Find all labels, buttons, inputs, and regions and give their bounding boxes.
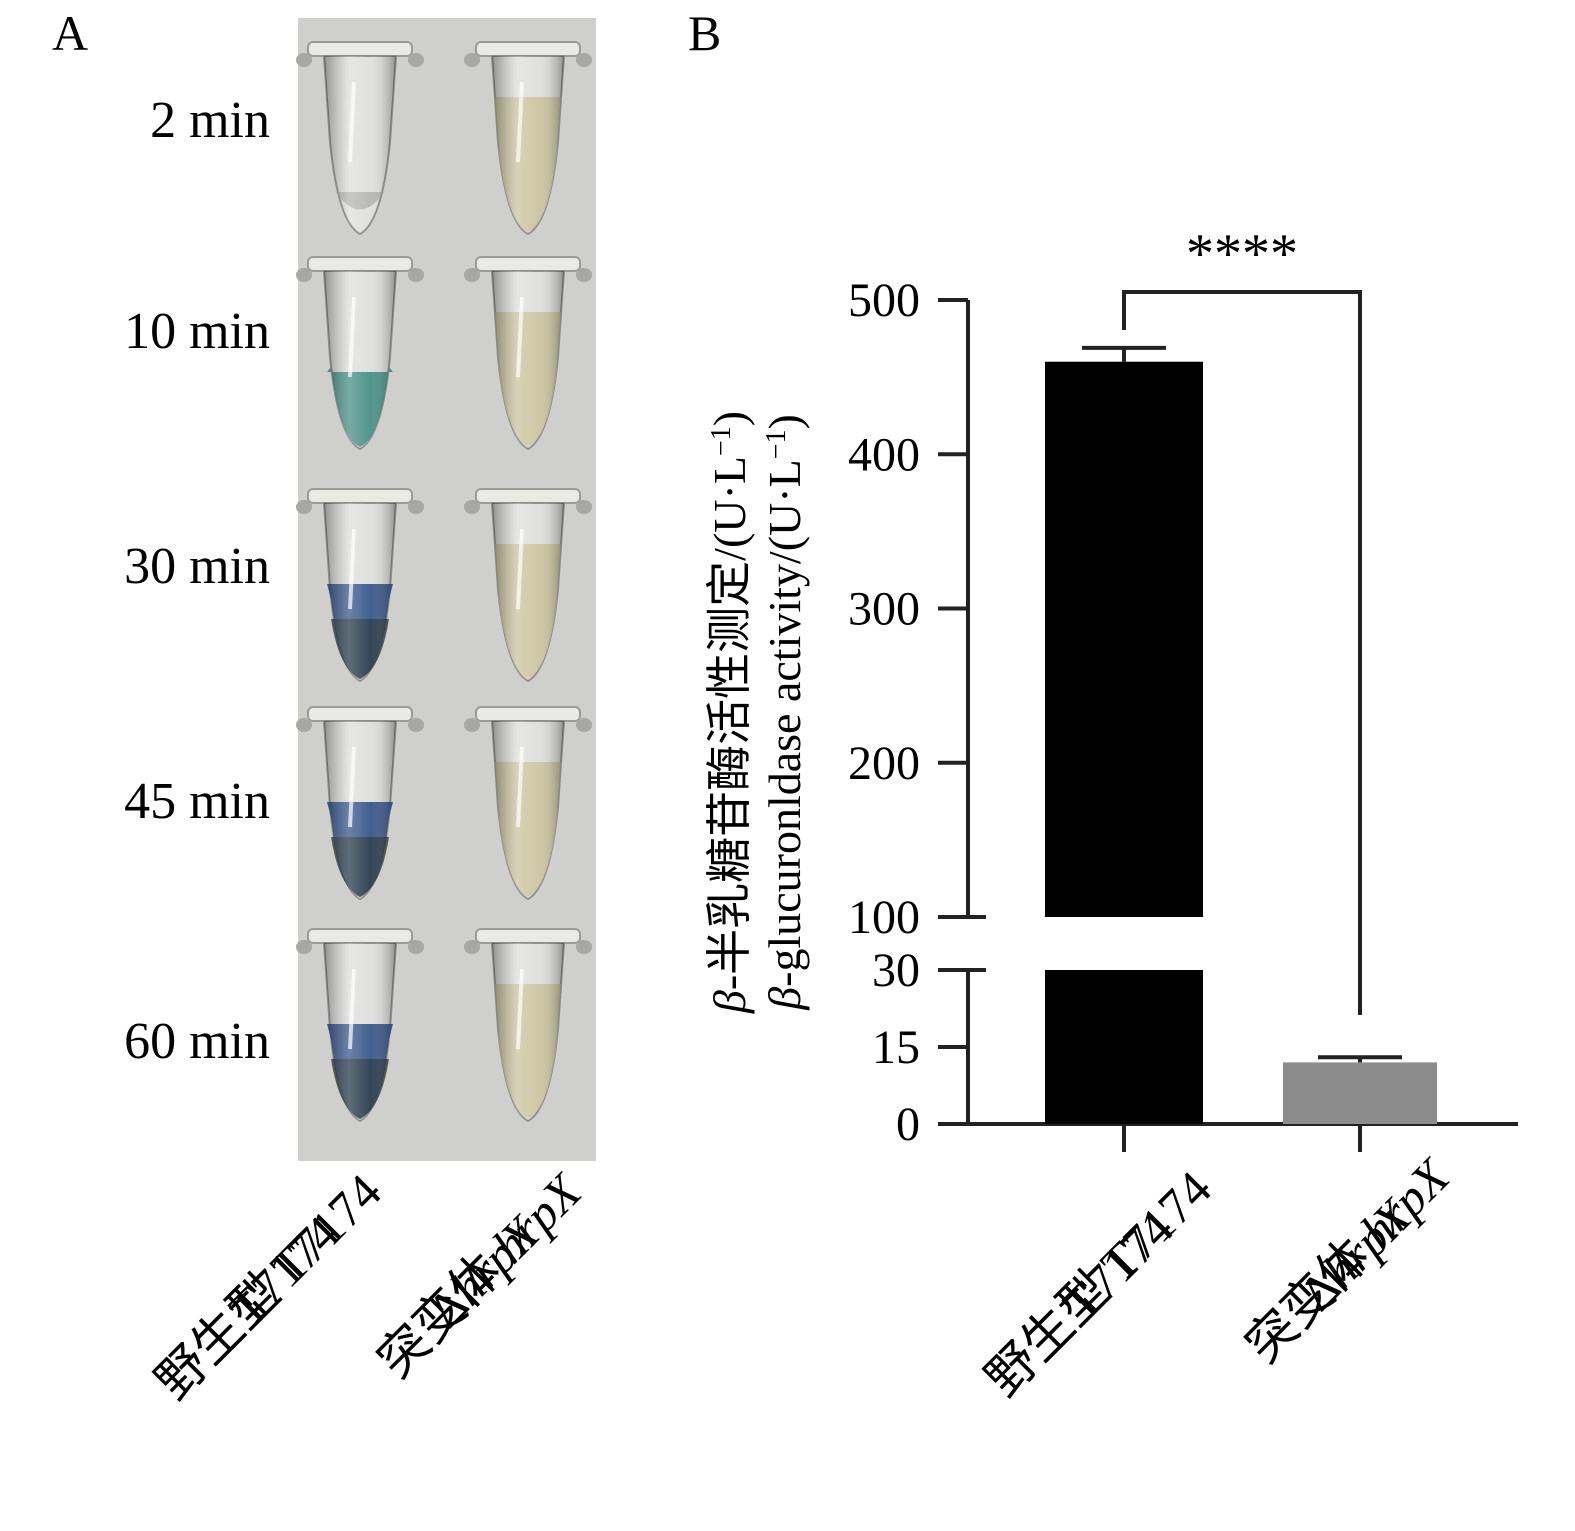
y-axis-title-en: β-glucuronldase activity/(U·L−1) [759, 414, 810, 1011]
panel-b-letter: B [688, 5, 721, 61]
tube-45min-wildtype [296, 706, 424, 901]
time-label: 60 min [124, 1013, 270, 1070]
bar-upper-segment [1045, 361, 1203, 917]
time-label: 2 min [150, 92, 270, 149]
panel-a-letter: A [52, 5, 88, 61]
bar-1 [1283, 1055, 1437, 1152]
y-tick-label: 500 [848, 274, 920, 327]
tube-60min-mutant [464, 928, 592, 1123]
y-tick-label: 200 [848, 737, 920, 790]
tube-30min-wildtype [296, 488, 424, 683]
tube-10min-mutant [464, 256, 592, 451]
y-axis-title-cn: β-半乳糖苷酶活性测定/(U·L−1) [704, 411, 755, 1014]
bar-0 [1045, 345, 1203, 1152]
time-labels: 2 min 10 min 30 min 45 min 60 min [124, 92, 270, 1070]
bar-lower-segment [1045, 970, 1203, 1124]
time-label: 10 min [124, 303, 270, 360]
tube-2min-mutant [464, 41, 592, 236]
significance-bracket [1122, 290, 1362, 1015]
y-tick-label: 30 [872, 944, 920, 997]
y-tick-label: 15 [872, 1021, 920, 1074]
time-label: 30 min [124, 538, 270, 595]
significance-label: **** [1186, 223, 1298, 285]
y-tick-label: 400 [848, 428, 920, 481]
time-label: 45 min [124, 773, 270, 830]
tube-10min-wildtype [296, 256, 424, 451]
tube-60min-wildtype [296, 928, 424, 1123]
y-tick-label: 300 [848, 583, 920, 636]
y-tick-label: 100 [848, 891, 920, 944]
tube-30min-mutant [464, 488, 592, 683]
bar-segment [1283, 1062, 1437, 1124]
tube-45min-mutant [464, 706, 592, 901]
tube-grid [296, 41, 592, 1123]
y-tick-label: 0 [896, 1098, 920, 1151]
tube-2min-wildtype [296, 41, 424, 236]
